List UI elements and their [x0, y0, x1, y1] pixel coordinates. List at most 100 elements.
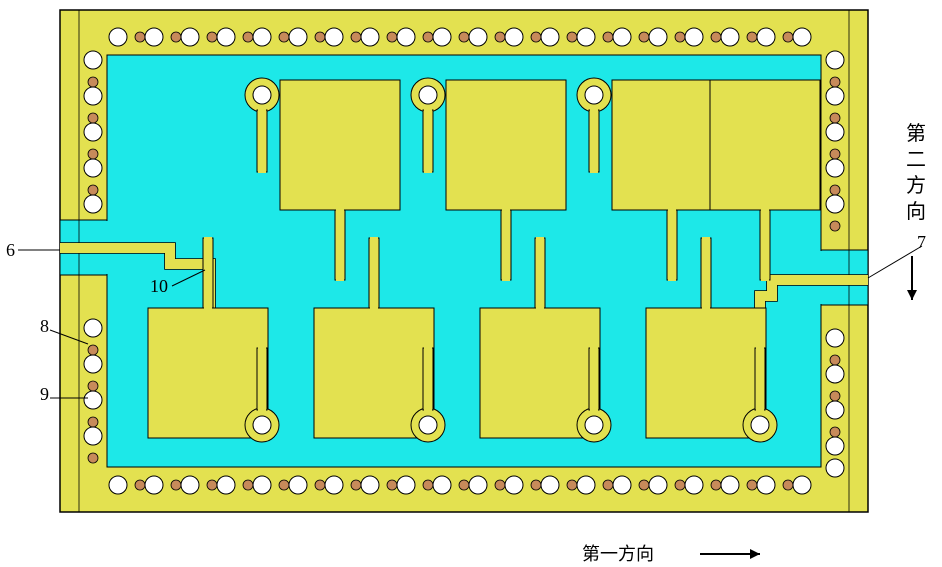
via-large	[793, 28, 811, 46]
via-large	[577, 476, 595, 494]
via-large	[253, 476, 271, 494]
via-large	[145, 476, 163, 494]
via-large	[826, 401, 844, 419]
via-large	[649, 28, 667, 46]
via-small	[423, 32, 433, 42]
svg-text:7: 7	[917, 232, 926, 252]
svg-text:方: 方	[906, 174, 926, 197]
stem	[369, 238, 379, 308]
via-large	[84, 355, 102, 373]
via-large	[325, 476, 343, 494]
via-small	[830, 113, 840, 123]
pad	[710, 80, 820, 210]
via-large	[649, 476, 667, 494]
via-large	[826, 123, 844, 141]
via-large	[721, 476, 739, 494]
via-large	[217, 28, 235, 46]
via-large	[109, 476, 127, 494]
via-small	[639, 32, 649, 42]
via-large	[181, 476, 199, 494]
via-small	[747, 480, 757, 490]
via-large	[181, 28, 199, 46]
arrow-icon	[907, 290, 917, 300]
via-large	[613, 28, 631, 46]
via-large	[84, 159, 102, 177]
via-small	[88, 149, 98, 159]
stem	[535, 238, 545, 308]
via-large	[721, 28, 739, 46]
via-large	[757, 28, 775, 46]
svg-text:二: 二	[906, 149, 926, 171]
via-large	[397, 476, 415, 494]
via-small	[639, 480, 649, 490]
stem	[667, 210, 677, 280]
via-large	[397, 28, 415, 46]
via-large	[217, 476, 235, 494]
via-small	[830, 221, 840, 231]
via-small	[387, 480, 397, 490]
stem	[335, 210, 345, 280]
via-large	[826, 51, 844, 69]
via-small	[88, 77, 98, 87]
via-large	[145, 28, 163, 46]
via-small	[88, 345, 98, 355]
via-small	[88, 417, 98, 427]
via-large	[84, 391, 102, 409]
via-small	[830, 149, 840, 159]
via-small	[88, 381, 98, 391]
via-large	[433, 28, 451, 46]
via-large	[325, 28, 343, 46]
stem	[755, 348, 765, 410]
via-large	[685, 476, 703, 494]
via-small	[711, 480, 721, 490]
via-large	[289, 476, 307, 494]
via-small	[243, 480, 253, 490]
via-large	[84, 51, 102, 69]
via-small	[830, 185, 840, 195]
via-small	[495, 32, 505, 42]
via-large	[793, 476, 811, 494]
stem	[257, 348, 267, 410]
stem	[501, 210, 511, 280]
via-small	[783, 32, 793, 42]
via-small	[88, 453, 98, 463]
via-large	[577, 28, 595, 46]
stem	[589, 110, 599, 172]
via-small	[567, 480, 577, 490]
svg-text:第: 第	[906, 122, 926, 145]
via-small	[675, 32, 685, 42]
stem	[257, 110, 267, 172]
via-small	[459, 480, 469, 490]
via-large	[109, 28, 127, 46]
via-large	[84, 87, 102, 105]
via-small	[171, 480, 181, 490]
via-small	[783, 480, 793, 490]
pad	[446, 80, 566, 210]
via-large	[505, 28, 523, 46]
stem	[423, 348, 433, 410]
via-large	[826, 365, 844, 383]
via-large	[433, 476, 451, 494]
stem	[203, 238, 213, 308]
leader-line	[868, 246, 922, 278]
via-large	[505, 476, 523, 494]
via-large	[84, 319, 102, 337]
via-small	[171, 32, 181, 42]
via-large	[289, 28, 307, 46]
via-small	[830, 427, 840, 437]
via-small	[351, 480, 361, 490]
via-small	[603, 480, 613, 490]
via-large	[826, 437, 844, 455]
svg-text:6: 6	[6, 240, 15, 260]
via-small	[830, 77, 840, 87]
via-small	[279, 480, 289, 490]
via-large	[826, 159, 844, 177]
via-large	[541, 28, 559, 46]
via-small	[315, 32, 325, 42]
svg-text:9: 9	[40, 384, 49, 404]
via-small	[830, 355, 840, 365]
via-large	[613, 476, 631, 494]
via-small	[207, 32, 217, 42]
via-small	[88, 113, 98, 123]
via-small	[747, 32, 757, 42]
